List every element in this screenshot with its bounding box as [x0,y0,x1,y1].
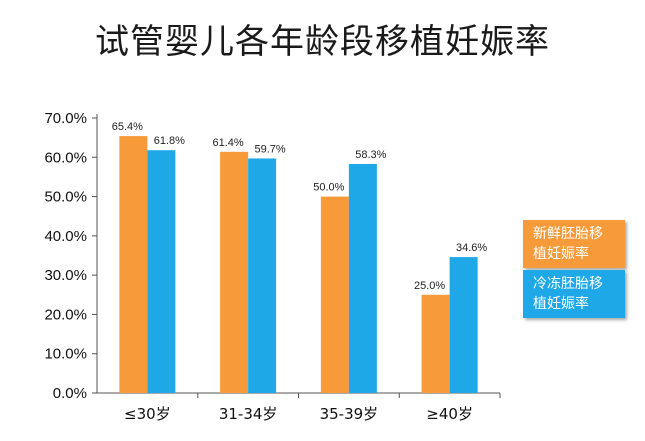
bar-fresh [220,151,249,393]
x-category-label: ≤30岁 [124,405,171,423]
y-tick-label: 20.0% [44,306,87,323]
data-label: 34.6% [456,242,487,254]
bar-fresh [119,136,148,394]
y-tick-label: 50.0% [44,189,87,206]
legend-label-line: 植妊娠率 [533,296,589,312]
y-tick-label: 70.0% [44,110,87,127]
data-label: 61.8% [154,135,185,147]
legend-label-line: 新鲜胚胎移 [533,226,603,242]
data-label: 50.0% [313,182,344,194]
data-label: 58.3% [355,149,386,161]
chart-title: 试管婴儿各年龄段移植妊娠率 [95,22,550,62]
legend-item-frozen-embryo: 冷冻胚胎移 植妊娠率 [523,270,625,318]
x-category-label: ≥40岁 [426,405,473,423]
data-label: 61.4% [213,137,244,149]
data-label: 59.7% [255,143,286,155]
legend-item-fresh-embryo: 新鲜胚胎移 植妊娠率 [523,220,625,268]
bar-fresh [320,196,349,393]
bar-frozen [248,158,277,393]
y-tick-label: 40.0% [44,228,87,245]
bar-frozen [147,150,176,393]
y-tick-label: 10.0% [44,346,87,363]
x-category-label: 31-34岁 [219,405,278,423]
bar-fresh [421,294,450,393]
legend-label-line: 植妊娠率 [533,246,589,262]
x-category-label: 35-39岁 [320,405,379,423]
y-tick-label: 0.0% [53,385,87,402]
y-tick-label: 60.0% [44,149,87,166]
legend-label-line: 冷冻胚胎移 [533,276,603,292]
y-tick-label: 30.0% [44,267,87,284]
data-label: 25.0% [414,280,445,292]
bar-frozen [348,163,377,393]
data-label: 65.4% [112,121,143,133]
bar-frozen [449,257,478,393]
